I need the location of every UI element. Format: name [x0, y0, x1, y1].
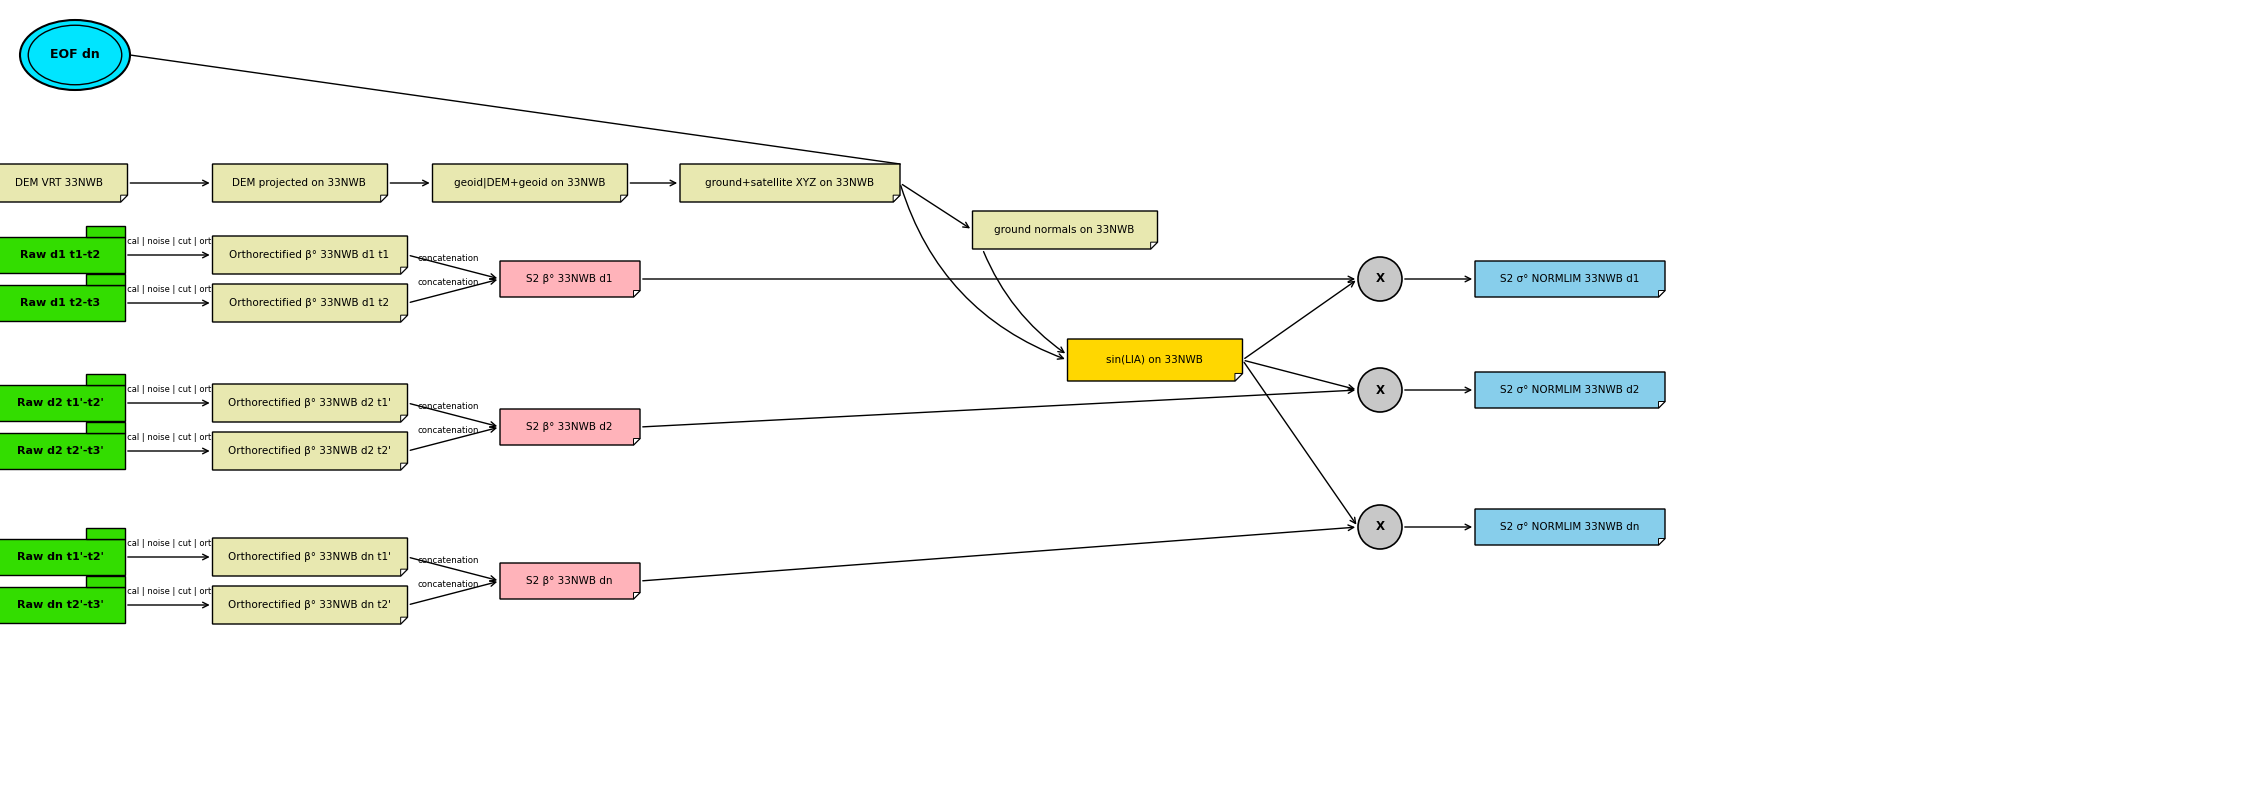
Polygon shape: [634, 291, 641, 297]
Polygon shape: [85, 226, 126, 237]
Polygon shape: [400, 569, 407, 576]
Text: Raw d2 t1'-t2': Raw d2 t1'-t2': [16, 398, 103, 408]
Text: sin(LIA) on 33NWB: sin(LIA) on 33NWB: [1106, 355, 1203, 365]
Text: Orthorectified β° 33NWB dn t1': Orthorectified β° 33NWB dn t1': [227, 552, 391, 562]
Text: DEM projected on 33NWB: DEM projected on 33NWB: [232, 178, 366, 188]
Polygon shape: [620, 195, 627, 202]
Polygon shape: [1475, 509, 1666, 545]
Text: EOF dn: EOF dn: [49, 48, 99, 62]
Polygon shape: [380, 195, 387, 202]
Text: X: X: [1376, 273, 1385, 285]
Text: concatenation: concatenation: [418, 556, 479, 565]
Polygon shape: [1151, 243, 1158, 249]
Polygon shape: [214, 432, 407, 470]
Text: β° cal | noise | cut | ortho: β° cal | noise | cut | ortho: [115, 433, 223, 442]
Polygon shape: [679, 164, 899, 202]
Text: Raw dn t1'-t2': Raw dn t1'-t2': [16, 552, 103, 562]
Text: ground normals on 33NWB: ground normals on 33NWB: [994, 225, 1135, 235]
Polygon shape: [400, 617, 407, 624]
Text: concatenation: concatenation: [418, 426, 479, 435]
Text: X: X: [1376, 521, 1385, 533]
Text: concatenation: concatenation: [418, 254, 479, 263]
Polygon shape: [85, 529, 126, 539]
Circle shape: [1358, 368, 1403, 412]
Circle shape: [1358, 505, 1403, 549]
Polygon shape: [1475, 372, 1666, 408]
Text: S2 β° 33NWB d2: S2 β° 33NWB d2: [526, 422, 614, 432]
Polygon shape: [1659, 401, 1666, 408]
Polygon shape: [85, 576, 126, 587]
Text: Raw dn t2'-t3': Raw dn t2'-t3': [16, 600, 103, 610]
Text: geoid|DEM+geoid on 33NWB: geoid|DEM+geoid on 33NWB: [454, 178, 605, 188]
FancyBboxPatch shape: [0, 237, 126, 273]
Text: S2 σ° NORMLIM 33NWB dn: S2 σ° NORMLIM 33NWB dn: [1499, 522, 1639, 532]
Text: S2 β° 33NWB dn: S2 β° 33NWB dn: [526, 576, 614, 586]
Text: Orthorectified β° 33NWB d1 t2: Orthorectified β° 33NWB d1 t2: [229, 298, 389, 308]
Polygon shape: [85, 422, 126, 433]
Polygon shape: [121, 195, 128, 202]
Text: β° cal | noise | cut | ortho: β° cal | noise | cut | ortho: [115, 385, 223, 394]
Text: ground+satellite XYZ on 33NWB: ground+satellite XYZ on 33NWB: [706, 178, 874, 188]
Text: Orthorectified β° 33NWB d2 t1': Orthorectified β° 33NWB d2 t1': [227, 398, 391, 408]
Text: S2 σ° NORMLIM 33NWB d1: S2 σ° NORMLIM 33NWB d1: [1499, 274, 1639, 284]
Polygon shape: [214, 586, 407, 624]
Polygon shape: [1659, 291, 1666, 297]
Text: Raw d1 t2-t3: Raw d1 t2-t3: [20, 298, 101, 308]
Text: S2 β° 33NWB d1: S2 β° 33NWB d1: [526, 274, 614, 284]
Text: β° cal | noise | cut | ortho: β° cal | noise | cut | ortho: [115, 285, 223, 294]
FancyBboxPatch shape: [0, 539, 126, 575]
Polygon shape: [400, 315, 407, 322]
Polygon shape: [214, 538, 407, 576]
FancyBboxPatch shape: [0, 433, 126, 469]
Circle shape: [1358, 257, 1403, 301]
Polygon shape: [1659, 539, 1666, 545]
Polygon shape: [400, 267, 407, 274]
Text: Orthorectified β° 33NWB dn t2': Orthorectified β° 33NWB dn t2': [227, 600, 391, 610]
Text: Raw d2 t2'-t3': Raw d2 t2'-t3': [16, 446, 103, 456]
Text: S2 σ° NORMLIM 33NWB d2: S2 σ° NORMLIM 33NWB d2: [1499, 385, 1639, 395]
Text: DEM VRT 33NWB: DEM VRT 33NWB: [16, 178, 103, 188]
Polygon shape: [892, 195, 899, 202]
Polygon shape: [499, 563, 641, 599]
Text: Raw d1 t1-t2: Raw d1 t1-t2: [20, 250, 101, 260]
Polygon shape: [634, 592, 641, 599]
FancyBboxPatch shape: [0, 587, 126, 623]
Text: β° cal | noise | cut | ortho: β° cal | noise | cut | ortho: [115, 237, 223, 246]
FancyBboxPatch shape: [0, 285, 126, 321]
Polygon shape: [634, 438, 641, 445]
Polygon shape: [0, 164, 128, 202]
Text: β° cal | noise | cut | ortho: β° cal | noise | cut | ortho: [115, 539, 223, 548]
Polygon shape: [499, 261, 641, 297]
Text: concatenation: concatenation: [418, 402, 479, 411]
Text: X: X: [1376, 383, 1385, 397]
Polygon shape: [400, 463, 407, 470]
Polygon shape: [432, 164, 627, 202]
Polygon shape: [400, 416, 407, 422]
Polygon shape: [1068, 339, 1243, 381]
Polygon shape: [1475, 261, 1666, 297]
Polygon shape: [973, 211, 1158, 249]
Polygon shape: [85, 374, 126, 385]
Polygon shape: [1234, 374, 1243, 381]
Text: Orthorectified β° 33NWB d1 t1: Orthorectified β° 33NWB d1 t1: [229, 250, 389, 260]
Polygon shape: [214, 284, 407, 322]
Polygon shape: [214, 384, 407, 422]
Polygon shape: [499, 409, 641, 445]
Text: concatenation: concatenation: [418, 580, 479, 589]
Text: concatenation: concatenation: [418, 278, 479, 287]
Ellipse shape: [20, 20, 130, 90]
FancyBboxPatch shape: [0, 385, 126, 421]
Text: β° cal | noise | cut | ortho: β° cal | noise | cut | ortho: [115, 587, 223, 596]
Polygon shape: [214, 164, 387, 202]
Polygon shape: [214, 236, 407, 274]
Polygon shape: [85, 274, 126, 285]
Text: Orthorectified β° 33NWB d2 t2': Orthorectified β° 33NWB d2 t2': [227, 446, 391, 456]
